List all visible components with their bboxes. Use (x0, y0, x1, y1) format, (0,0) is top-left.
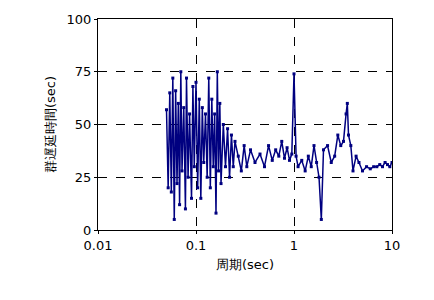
svg-text:10: 10 (384, 238, 401, 253)
svg-text:75: 75 (75, 64, 92, 79)
svg-text:1: 1 (290, 238, 298, 253)
svg-text:50: 50 (75, 117, 92, 132)
svg-text:25: 25 (75, 170, 92, 185)
svg-text:0.1: 0.1 (186, 238, 207, 253)
svg-text:周期(sec): 周期(sec) (216, 257, 274, 272)
svg-text:100: 100 (67, 12, 92, 27)
svg-text:0: 0 (83, 223, 91, 238)
svg-text:0.01: 0.01 (84, 238, 113, 253)
svg-text:群遅延時間(sec): 群遅延時間(sec) (43, 76, 58, 173)
